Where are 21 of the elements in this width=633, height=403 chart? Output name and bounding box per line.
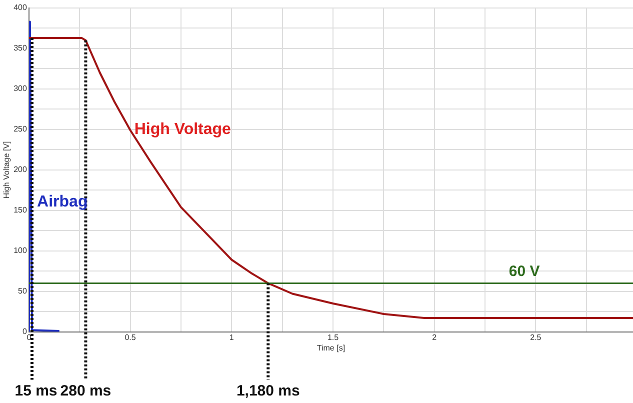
- series-label: Airbag: [37, 194, 88, 211]
- y-tick-label: 100: [14, 246, 28, 256]
- x-tick-label: 1: [229, 332, 234, 342]
- y-tick-label: 350: [14, 44, 28, 53]
- ref-line-label: 1,180 ms: [236, 382, 300, 400]
- x-axis-title: Time [s]: [316, 343, 346, 352]
- ref-line-label: 280 ms: [60, 382, 112, 400]
- series-label: High Voltage: [134, 120, 232, 138]
- y-tick-label: 250: [14, 124, 28, 134]
- x-tick-label: 1.5: [327, 332, 340, 342]
- y-tick-label: 300: [14, 84, 28, 94]
- y-tick-label: 50: [18, 286, 28, 296]
- y-tick-label: 200: [14, 165, 28, 174]
- x-tick-label: 0.5: [124, 332, 136, 342]
- y-tick-label: 150: [14, 206, 28, 215]
- y-axis-title: High Voltage [V]: [2, 141, 12, 199]
- ref-line-label: 15 ms: [14, 382, 58, 400]
- x-tick-label: 2.5: [530, 332, 542, 342]
- x-tick-label: 2: [432, 332, 438, 342]
- ref-line-label: 60 V: [508, 262, 540, 280]
- y-tick-label: 400: [14, 3, 28, 12]
